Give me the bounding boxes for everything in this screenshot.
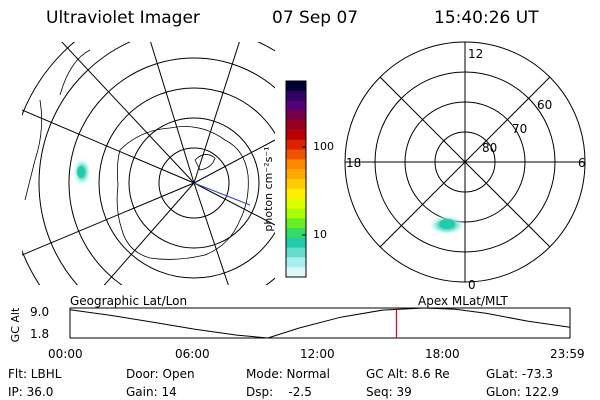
filter-value: Flt: LBHL <box>8 367 62 381</box>
colorbar-segment <box>286 179 306 190</box>
coastline <box>116 126 249 260</box>
time-label: 15:40:26 UT <box>434 8 539 28</box>
colorbar-segment <box>286 247 306 258</box>
magnetic-map <box>344 41 586 283</box>
colorbar-segment <box>286 149 306 160</box>
geo-meridian <box>193 182 229 285</box>
colorbar-segment <box>286 90 306 102</box>
colorbar-segment <box>286 169 306 180</box>
geo-meridian <box>103 182 195 285</box>
colorbar-segment <box>286 267 306 278</box>
colorbar-segment <box>286 159 306 170</box>
xtick-label: 06:00 <box>175 347 210 361</box>
gain-value: Gain: 14 <box>126 385 177 399</box>
altitude-series-line <box>69 307 571 339</box>
mlt-label-18: 18 <box>346 156 362 170</box>
colorbar-segment <box>286 237 306 249</box>
glon-value: GLon: 122.9 <box>486 385 559 399</box>
geo-meridian <box>22 109 195 184</box>
xtick-label: 18:00 <box>425 347 460 361</box>
sun-direction-line <box>193 182 251 206</box>
ytick-label: 9.0 <box>30 305 50 319</box>
geo-meridian <box>193 139 275 184</box>
aurora-emission <box>439 219 455 229</box>
seq-value: Seq: 39 <box>366 385 412 399</box>
colorbar-segment <box>286 218 306 229</box>
coastline <box>24 49 91 201</box>
colorbar-tick-10: 10 <box>313 228 327 241</box>
glat-value: GLat: -73.3 <box>486 367 553 381</box>
geo-lat-circle <box>38 42 275 285</box>
coastline <box>194 154 216 171</box>
colorbar-segment <box>286 130 306 141</box>
aurora-emission <box>77 166 85 178</box>
geo-meridian <box>193 42 240 184</box>
xtick-label: 00:00 <box>48 347 83 361</box>
mlt-label-0: 0 <box>468 278 476 292</box>
geo-meridian <box>22 182 195 256</box>
chart-frame <box>69 307 571 339</box>
geo-map-label: Geographic Lat/Lon <box>70 294 188 308</box>
colorbar-segment <box>286 139 306 151</box>
geo-meridian <box>150 42 195 184</box>
colorbar-tick-100: 100 <box>313 140 334 153</box>
colorbar-segment <box>286 257 306 268</box>
mlt-label-6: 6 <box>578 156 586 170</box>
geo-meridian <box>193 182 275 226</box>
colorbar-segment <box>286 188 306 200</box>
mode-value: Mode: Normal <box>246 367 330 381</box>
geographic-map <box>22 42 275 285</box>
xtick-label: 23:59 <box>550 347 585 361</box>
colorbar <box>285 80 307 278</box>
gc-alt-value: GC Alt: 8.6 Re <box>366 367 450 381</box>
geo-lat-circle <box>128 117 260 249</box>
colorbar-segment <box>286 208 306 219</box>
colorbar-segment <box>286 81 306 92</box>
mlat-label-70: 70 <box>512 122 528 136</box>
mlat-label-60: 60 <box>537 98 553 112</box>
mlt-line <box>379 76 551 248</box>
colorbar-segment <box>286 100 306 111</box>
geo-meridian <box>61 42 195 184</box>
date-label: 07 Sep 07 <box>272 8 359 28</box>
app-title: Ultraviolet Imager <box>46 8 200 28</box>
mlt-label-12: 12 <box>468 47 484 61</box>
geo-lat-circle <box>158 147 230 219</box>
ip-value: IP: 36.0 <box>8 385 54 399</box>
mag-map-label: Apex MLat/MLT <box>418 294 508 308</box>
altitude-chart <box>69 307 571 339</box>
colorbar-unit-label: photon cm⁻²s⁻¹ <box>262 146 275 232</box>
door-value: Door: Open <box>126 367 195 381</box>
colorbar-segment <box>286 228 306 239</box>
dsp-value: Dsp: -2.5 <box>246 385 312 399</box>
geo-lat-circle <box>68 57 275 285</box>
ytick-label: 1.8 <box>30 327 50 341</box>
colorbar-segment <box>286 110 306 121</box>
geo-lat-circle <box>22 42 76 285</box>
colorbar-segment <box>286 198 306 209</box>
colorbar-segment <box>286 120 306 131</box>
geo-lat-circle <box>98 87 275 279</box>
xtick-label: 12:00 <box>300 347 335 361</box>
mlat-label-80: 80 <box>482 141 498 155</box>
